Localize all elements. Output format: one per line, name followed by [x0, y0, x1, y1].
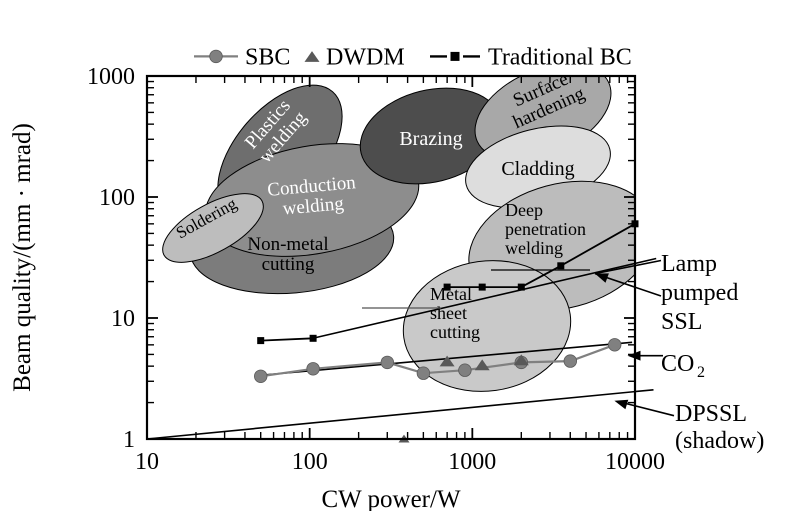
svg-text:10000: 10000 [605, 449, 665, 475]
svg-text:DPSSL: DPSSL [675, 401, 747, 427]
svg-text:100: 100 [292, 449, 328, 475]
svg-text:DWDM: DWDM [326, 44, 405, 70]
svg-text:CO: CO [661, 351, 694, 377]
svg-text:Cladding: Cladding [501, 158, 574, 180]
svg-text:Beam quality/(mm · mrad): Beam quality/(mm · mrad) [9, 123, 36, 392]
svg-text:SBC: SBC [245, 44, 290, 70]
svg-text:Traditional BC: Traditional BC [488, 44, 632, 70]
svg-text:CW power/W: CW power/W [321, 486, 460, 511]
svg-text:Lamp: Lamp [661, 251, 717, 277]
svg-text:SSL: SSL [661, 309, 702, 335]
svg-text:2: 2 [697, 364, 705, 381]
svg-text:100: 100 [99, 185, 135, 211]
svg-text:1000: 1000 [448, 449, 496, 475]
svg-text:1: 1 [123, 427, 135, 453]
svg-text:1000: 1000 [87, 64, 135, 90]
svg-text:10: 10 [111, 306, 135, 332]
svg-text:(shadow): (shadow) [675, 428, 764, 454]
svg-text:pumped: pumped [661, 280, 738, 306]
svg-text:10: 10 [135, 449, 159, 475]
svg-text:Brazing: Brazing [399, 128, 462, 150]
